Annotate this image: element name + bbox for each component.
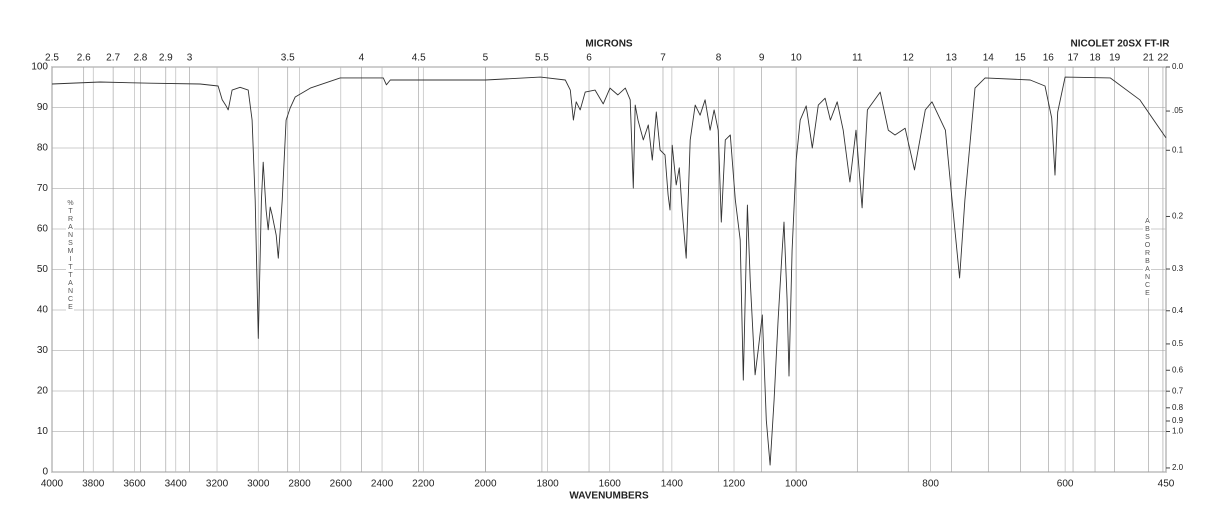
x-tick-label: 3200 (206, 479, 229, 490)
x2-tick-label: 14 (983, 53, 995, 64)
x2-tick-label: 4 (359, 53, 365, 64)
x2-tick-label: 15 (1015, 53, 1027, 64)
x-tick-label: 3600 (123, 479, 146, 490)
x2-tick-label: 11 (852, 53, 863, 64)
x2-tick-label: 8 (716, 53, 722, 64)
x-tick-label: 1200 (723, 479, 746, 490)
y-tick-label: 20 (37, 386, 49, 397)
y-tick-label: 90 (37, 102, 49, 113)
x2-tick-label: 3.5 (281, 53, 295, 64)
y-tick-label: 30 (37, 345, 49, 356)
y-tick-label: 70 (37, 183, 49, 194)
y2-tick-label: 0.9 (1172, 416, 1184, 425)
x-tick-label: 1600 (599, 479, 622, 490)
y2-tick-label: 0.1 (1172, 145, 1184, 154)
x-tick-label: 2400 (371, 479, 394, 490)
x2-tick-label: 12 (903, 53, 915, 64)
x-tick-label: 2200 (412, 479, 435, 490)
x2-tick-label: 2.8 (133, 53, 147, 64)
x2-tick-label: 21 (1143, 53, 1155, 64)
y-tick-label: 100 (31, 62, 48, 73)
x-tick-label: 1000 (785, 479, 808, 490)
x2-tick-label: 18 (1089, 53, 1101, 64)
x2-tick-label: 2.5 (45, 53, 59, 64)
y2-tick-label: 0.2 (1172, 212, 1184, 221)
y-tick-label: 0 (42, 467, 48, 478)
x-axis-label: WAVENUMBERS (569, 491, 649, 502)
y2-tick-label: 2.0 (1172, 463, 1184, 472)
y2-tick-label: .05 (1172, 106, 1184, 115)
x2-tick-label: 7 (660, 53, 666, 64)
x2-tick-label: 16 (1043, 53, 1055, 64)
y2-tick-label: 0.5 (1172, 339, 1184, 348)
x2-axis-label: MICRONS (585, 39, 633, 50)
x2-tick-label: 17 (1067, 53, 1079, 64)
x2-tick-label: 2.6 (77, 53, 91, 64)
x-tick-label: 1800 (536, 479, 559, 490)
y-tick-label: 40 (37, 305, 49, 316)
x2-tick-label: 5 (483, 53, 489, 64)
spectrum-line (51, 76, 1167, 466)
x-tick-label: 2000 (474, 479, 497, 490)
y-axis-label: %TRANSMITTANCE (66, 200, 74, 312)
x-tick-label: 3400 (165, 479, 188, 490)
y-tick-label: 60 (37, 224, 49, 235)
y-tick-label: 10 (37, 426, 49, 437)
x-tick-label: 2800 (288, 479, 311, 490)
y2-tick-label: 0.7 (1172, 386, 1184, 395)
y2-tick-label: 0.0 (1172, 62, 1184, 71)
y2-tick-label: 0.3 (1172, 264, 1184, 273)
x-tick-label: 600 (1057, 479, 1074, 490)
x2-tick-label: 13 (946, 53, 958, 64)
x2-tick-label: 2.7 (106, 53, 120, 64)
y-tick-label: 80 (37, 143, 49, 154)
x-tick-label: 3800 (82, 479, 105, 490)
y2-tick-label: 0.6 (1172, 365, 1184, 374)
x-tick-label: 3000 (247, 479, 270, 490)
y-tick-label: 50 (37, 264, 49, 275)
x2-tick-label: 19 (1109, 53, 1121, 64)
x2-tick-label: 10 (791, 53, 803, 64)
x2-tick-label: 3 (187, 53, 193, 64)
x-tick-label: 2600 (330, 479, 353, 490)
x2-tick-label: 6 (586, 53, 592, 64)
y2-tick-label: 1.0 (1172, 427, 1184, 436)
y2-axis-label: ABSORBANCE (1143, 218, 1151, 298)
chart-title: NICOLET 20SX FT-IR (1071, 39, 1171, 50)
x2-tick-label: 22 (1157, 53, 1169, 64)
x2-tick-label: 4.5 (412, 53, 426, 64)
x-tick-label: 4000 (41, 479, 64, 490)
x-tick-label: 1400 (661, 479, 684, 490)
x2-tick-label: 9 (759, 53, 765, 64)
x-tick-label: 800 (922, 479, 939, 490)
y2-tick-label: 0.8 (1172, 403, 1184, 412)
y2-tick-label: 0.4 (1172, 306, 1184, 315)
x2-tick-label: 2.9 (159, 53, 173, 64)
x-tick-label: 450 (1158, 479, 1175, 490)
x2-tick-label: 5.5 (535, 53, 549, 64)
